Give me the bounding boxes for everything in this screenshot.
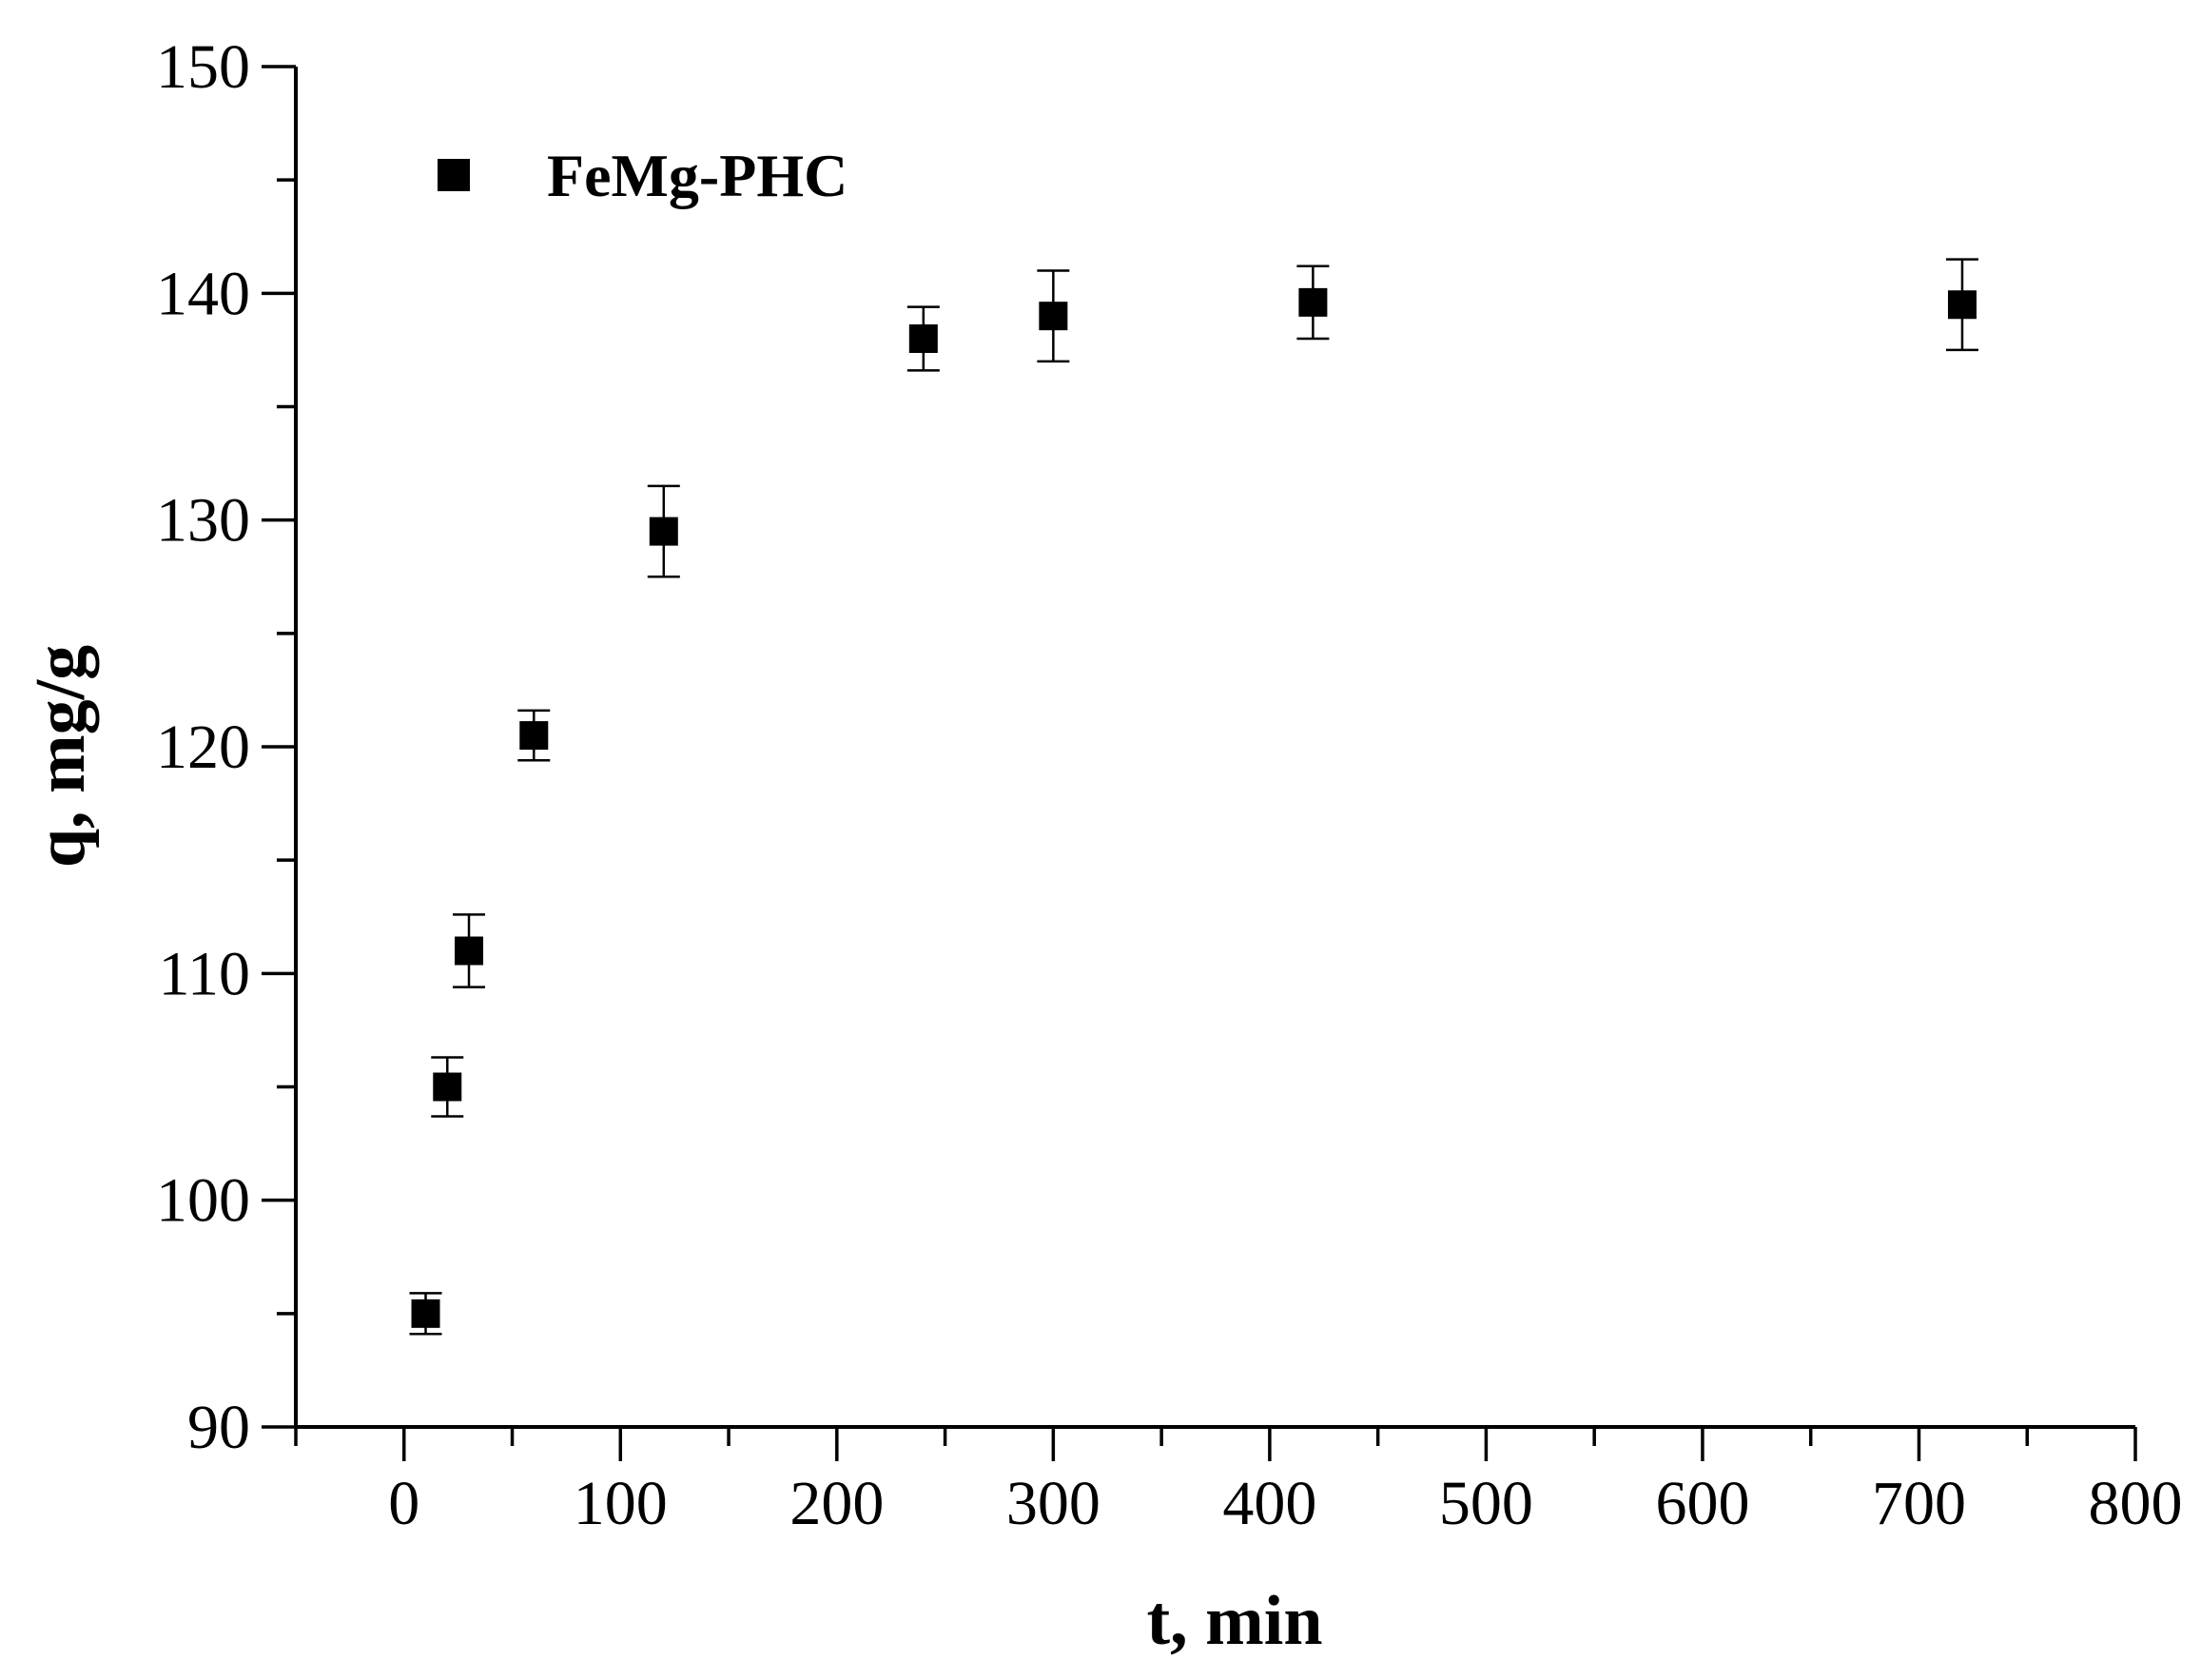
- x-tick-label: 200: [789, 1469, 884, 1538]
- y-tick-label: 100: [156, 1166, 250, 1236]
- data-point: [649, 517, 678, 546]
- x-tick-label: 600: [1655, 1469, 1749, 1538]
- axes: [294, 67, 2135, 1429]
- y-tick-label: 130: [156, 486, 250, 556]
- x-tick-label: 100: [574, 1469, 668, 1538]
- x-tick-label: 500: [1439, 1469, 1533, 1538]
- x-tick-label: 800: [2089, 1469, 2183, 1538]
- y-tick-label: 90: [187, 1393, 250, 1462]
- y-tick-label: 120: [156, 713, 250, 782]
- data-point: [1947, 290, 1977, 320]
- x-tick-label: 400: [1222, 1469, 1316, 1538]
- legend: FeMg-PHC: [438, 142, 847, 209]
- legend-label: FeMg-PHC: [547, 142, 847, 209]
- x-tick-label: 700: [1872, 1469, 1966, 1538]
- legend-marker: [438, 159, 470, 191]
- data-point: [411, 1299, 440, 1328]
- data-point: [1298, 287, 1328, 317]
- data-point: [519, 721, 549, 751]
- data-point: [908, 324, 938, 353]
- data-point: [455, 936, 484, 966]
- y-tick-label: 150: [156, 32, 250, 102]
- x-tick-label: 300: [1006, 1469, 1100, 1538]
- y-tick-label: 110: [158, 939, 250, 1008]
- data-points: [411, 287, 1977, 1328]
- x-axis-title: t, min: [1147, 1582, 1323, 1660]
- data-point: [433, 1072, 462, 1102]
- data-point: [1039, 302, 1068, 331]
- ticks: 90 100 110 120 130 140 150 0 100 200 300 400 500 600 7…: [156, 32, 2183, 1538]
- error-bars: [409, 258, 1978, 1336]
- x-tick-label: 0: [388, 1469, 419, 1538]
- y-axis-title: q, mg/g: [22, 645, 100, 868]
- y-tick-label: 140: [156, 259, 250, 328]
